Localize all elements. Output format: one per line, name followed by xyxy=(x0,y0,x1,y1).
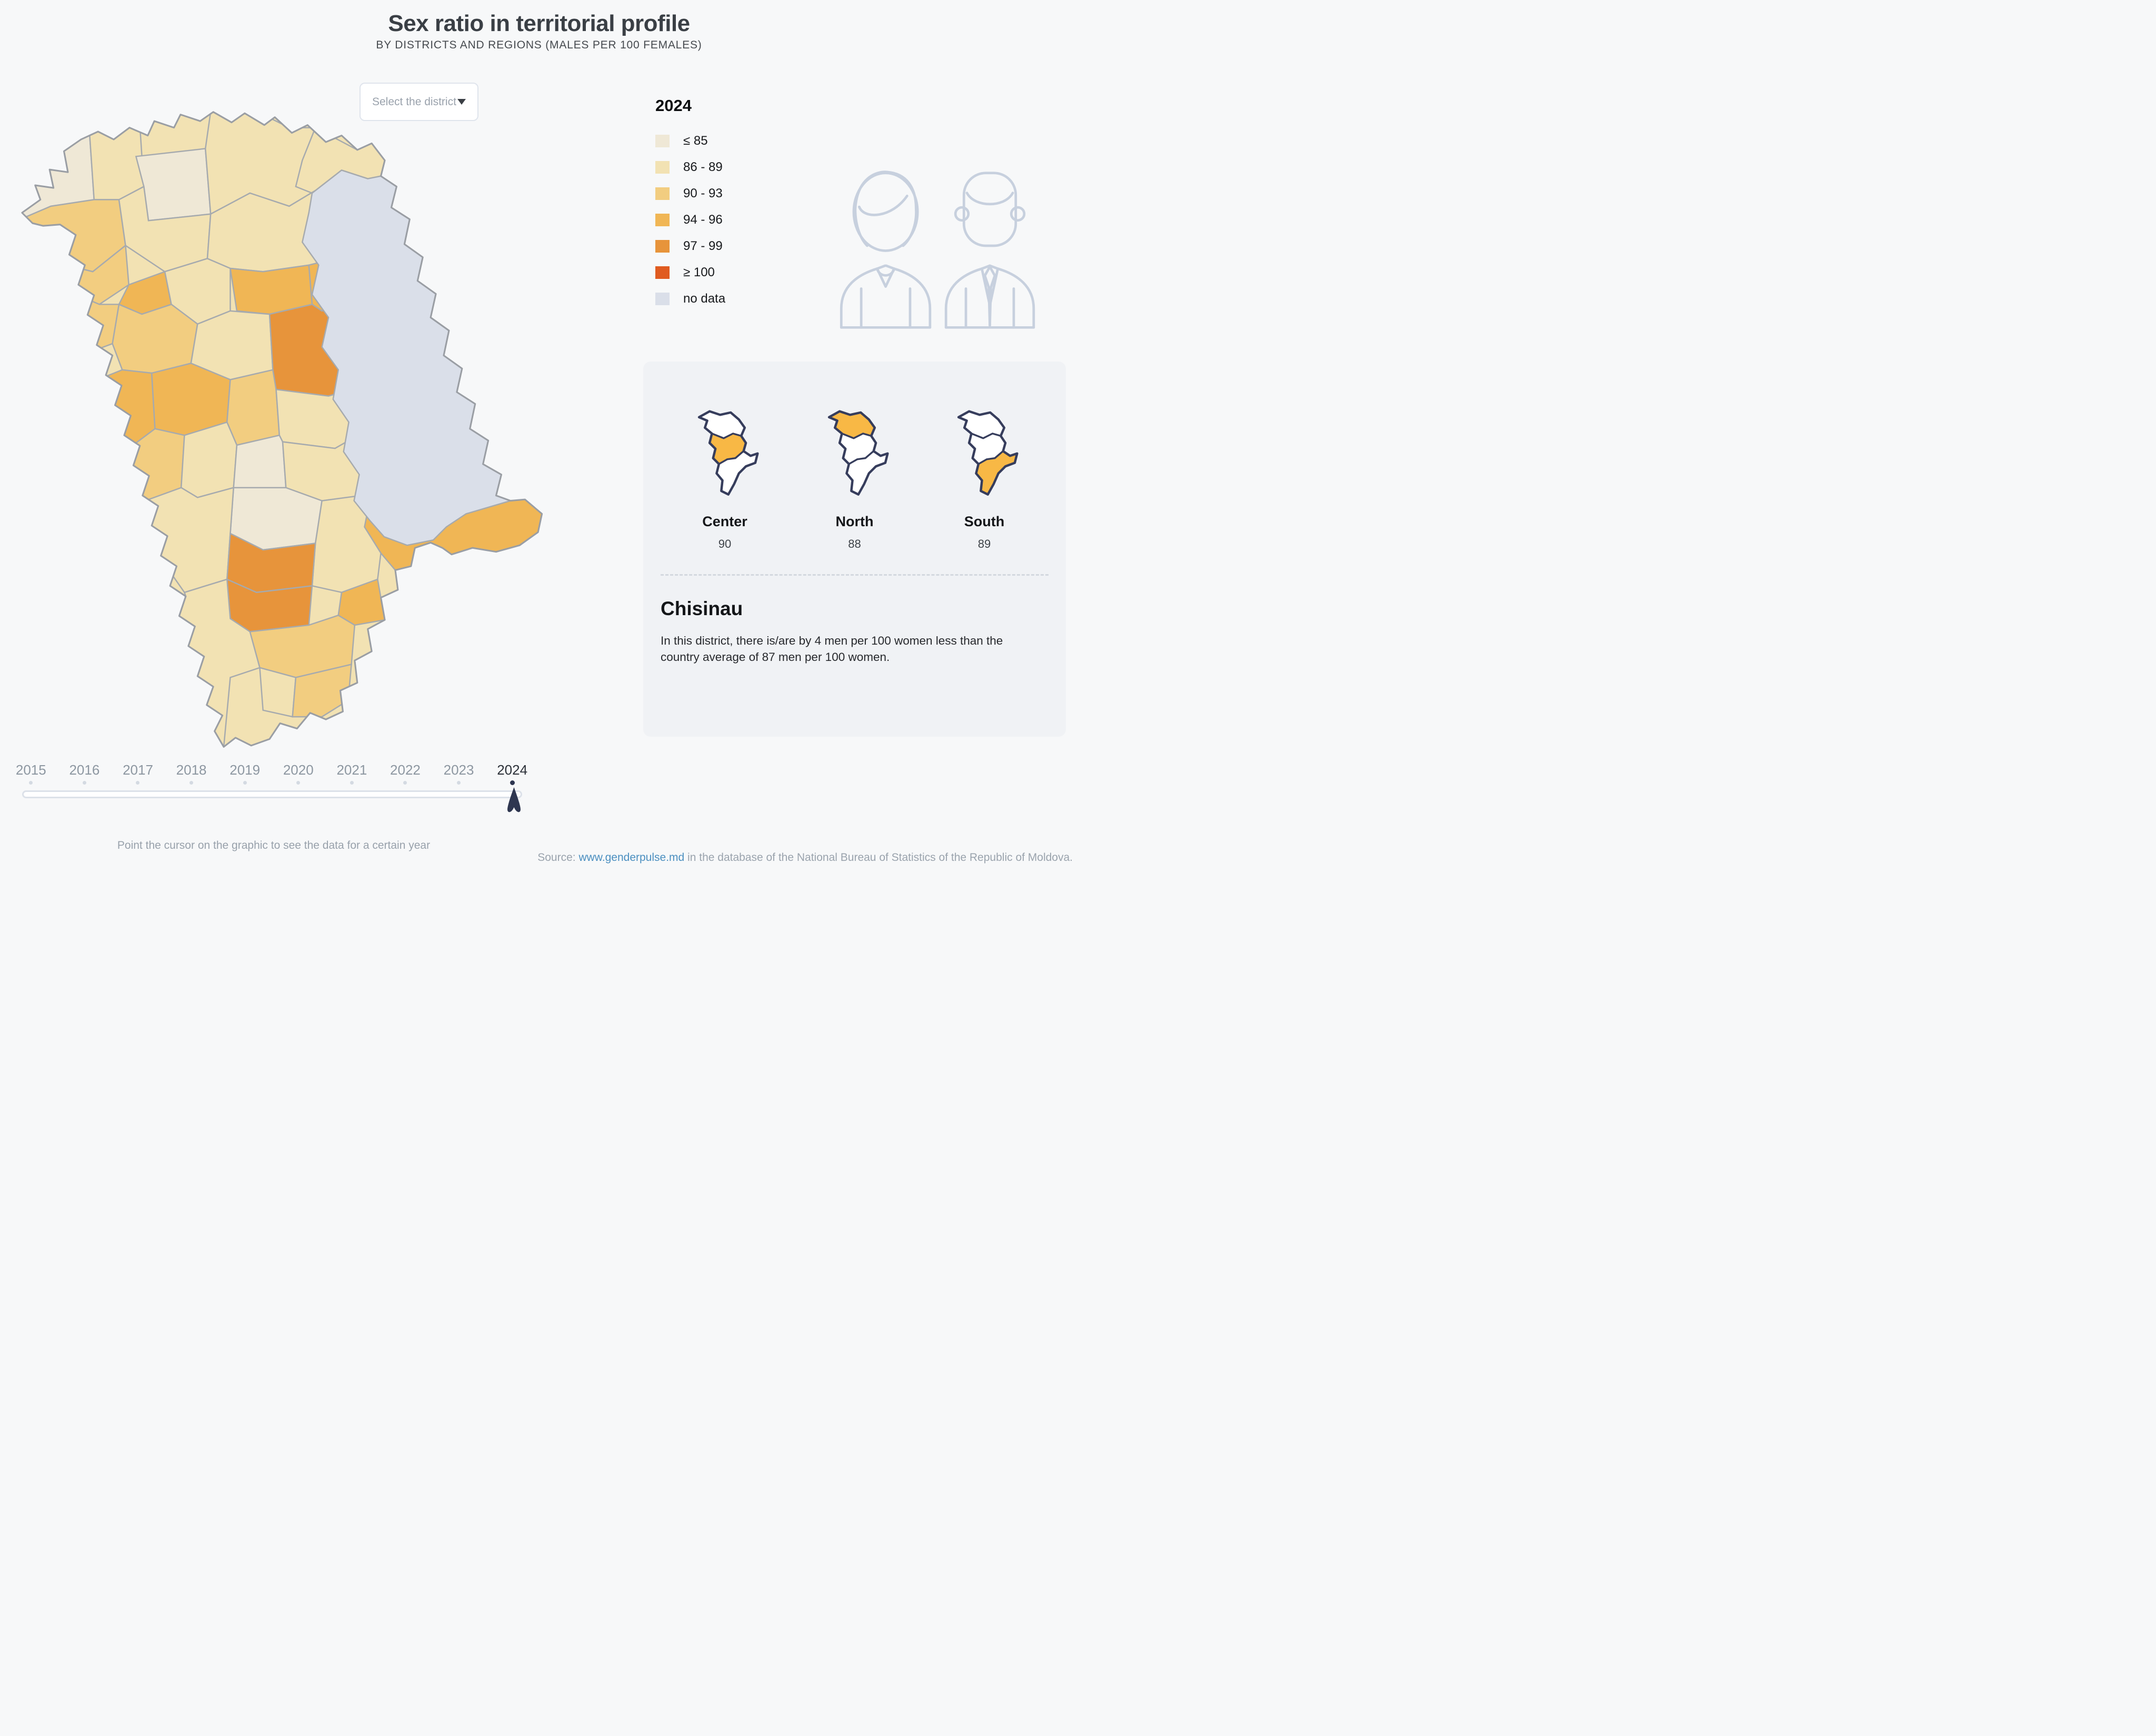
year-2020[interactable]: 2020 xyxy=(283,762,314,778)
legend-label: 86 - 89 xyxy=(683,160,723,174)
legend-label: 90 - 93 xyxy=(683,186,723,200)
man-icon xyxy=(944,172,1035,329)
legend-swatch xyxy=(655,214,670,226)
region-card-center: Center 90 xyxy=(687,405,762,551)
legend-year: 2024 xyxy=(655,96,692,115)
legend-swatch xyxy=(655,161,670,174)
region-minimaps: Center 90 North 88 South 89 xyxy=(643,362,1066,551)
district-cimislia[interactable] xyxy=(311,493,382,594)
year-2018[interactable]: 2018 xyxy=(176,762,207,778)
legend-item: ≤ 85 xyxy=(655,128,834,154)
legend-swatch xyxy=(655,293,670,305)
south-region-map xyxy=(957,410,1019,496)
woman-man-icon xyxy=(840,170,1035,329)
year-2022[interactable]: 2022 xyxy=(390,762,421,778)
page-subtitle: BY DISTRICTS AND REGIONS (MALES PER 100 … xyxy=(376,39,702,51)
legend-swatch xyxy=(655,240,670,253)
woman-icon xyxy=(840,170,932,329)
region-name: Center xyxy=(702,514,747,529)
timeline-ticks xyxy=(4,780,539,785)
region-card-south: South 89 xyxy=(947,405,1022,551)
north-region-map xyxy=(827,410,889,496)
district-straseni[interactable] xyxy=(226,369,281,446)
genderpulse-dashboard: { "header": { "title": "Sex ratio in ter… xyxy=(0,0,1078,868)
year-2015[interactable]: 2015 xyxy=(15,762,46,778)
year-tick[interactable] xyxy=(378,781,432,785)
district-info-name: Chisinau xyxy=(661,598,743,619)
year-2016[interactable]: 2016 xyxy=(69,762,100,778)
district-select[interactable]: Select the district xyxy=(360,83,478,121)
source-line: Source: www.genderpulse.md in the databa… xyxy=(537,851,1073,864)
source-link[interactable]: www.genderpulse.md xyxy=(578,851,685,864)
district-select-placeholder: Select the district xyxy=(372,95,456,108)
moldova-choropleth-map[interactable] xyxy=(14,108,551,756)
legend-item: 86 - 89 xyxy=(655,154,834,180)
year-2021[interactable]: 2021 xyxy=(336,762,367,778)
timeline-slider-handle-icon[interactable] xyxy=(507,787,521,814)
legend-item: 90 - 93 xyxy=(655,180,834,207)
year-tick[interactable] xyxy=(165,781,218,785)
district-hincesti[interactable] xyxy=(144,487,235,594)
year-tick[interactable] xyxy=(4,781,58,785)
legend-swatch xyxy=(655,266,670,279)
year-tick-selected[interactable] xyxy=(485,780,539,785)
year-tick[interactable] xyxy=(218,781,272,785)
legend-label: no data xyxy=(683,292,726,306)
chevron-down-icon xyxy=(457,99,466,105)
legend-item: 94 - 96 xyxy=(655,207,834,233)
district-info-description: In this district, there is/are by 4 men … xyxy=(661,634,1003,664)
legend-item: 97 - 99 xyxy=(655,233,834,259)
region-value: 88 xyxy=(848,537,861,550)
timeline-slider-track[interactable] xyxy=(22,790,522,798)
region-name: North xyxy=(835,514,874,529)
year-2023[interactable]: 2023 xyxy=(443,762,474,778)
district-basarabeasca[interactable] xyxy=(337,578,386,626)
year-tick[interactable] xyxy=(58,781,112,785)
year-2024-selected[interactable]: 2024 xyxy=(497,762,528,778)
source-prefix: Source: xyxy=(537,851,579,864)
legend-swatch xyxy=(655,135,670,147)
source-suffix: in the database of the National Bureau o… xyxy=(684,851,1073,864)
district-ceadir-lunga[interactable] xyxy=(292,663,353,718)
year-tick[interactable] xyxy=(111,781,165,785)
legend-label: 97 - 99 xyxy=(683,239,723,253)
dashed-divider xyxy=(661,574,1049,576)
year-tick[interactable] xyxy=(272,781,325,785)
center-region-map xyxy=(697,410,759,496)
legend-label: ≥ 100 xyxy=(683,265,715,279)
region-value: 89 xyxy=(977,537,991,550)
district-falesti[interactable] xyxy=(112,303,198,374)
legend-swatch xyxy=(655,187,670,200)
timeline-hint: Point the cursor on the graphic to see t… xyxy=(117,839,431,851)
timeline-years: 2015 2016 2017 2018 2019 2020 2021 2022 … xyxy=(4,762,539,778)
region-value: 90 xyxy=(718,537,732,550)
district-ialoveni-west[interactable] xyxy=(180,421,238,498)
legend-item: ≥ 100 xyxy=(655,259,834,286)
year-tick[interactable] xyxy=(325,781,379,785)
region-card-north: North 88 xyxy=(817,405,892,551)
legend-label: 94 - 96 xyxy=(683,213,723,227)
regions-panel: Center 90 North 88 South 89 Chisi xyxy=(643,362,1066,737)
legend-item: no data xyxy=(655,286,834,312)
country-outline xyxy=(21,111,543,748)
page-title: Sex ratio in territorial profile xyxy=(388,11,690,36)
region-name: South xyxy=(964,514,1005,529)
legend-label: ≤ 85 xyxy=(683,134,708,148)
year-2017[interactable]: 2017 xyxy=(123,762,153,778)
legend: 2024 ≤ 85 86 - 89 90 - 93 94 - 96 97 - 9… xyxy=(655,96,834,312)
year-tick[interactable] xyxy=(432,781,486,785)
year-2019[interactable]: 2019 xyxy=(229,762,261,778)
